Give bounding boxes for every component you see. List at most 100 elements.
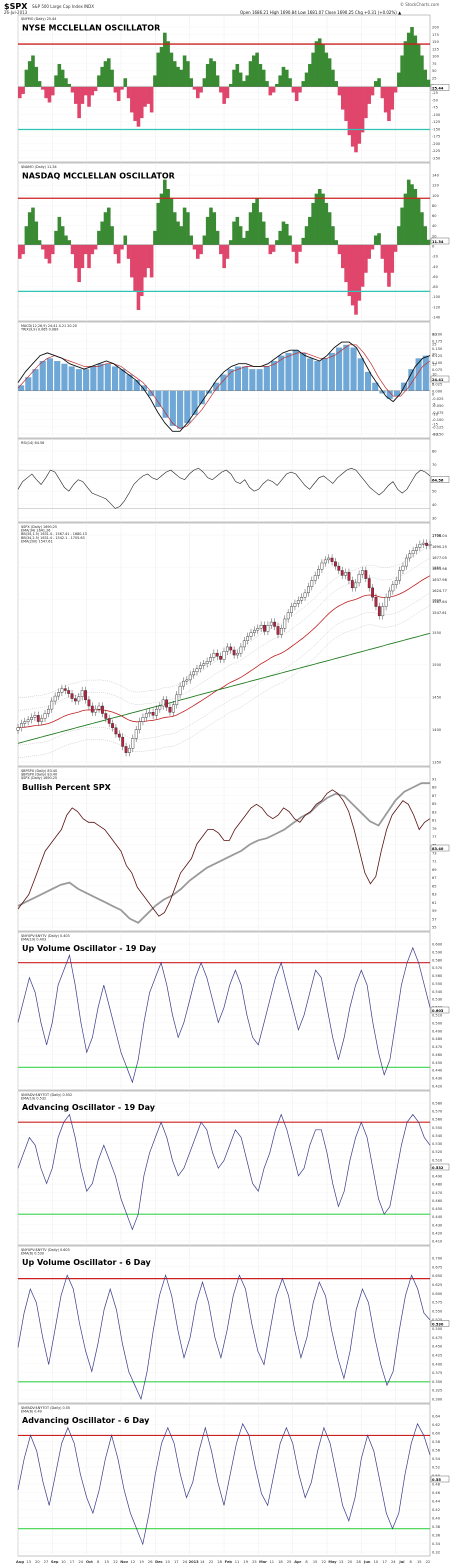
x-tick-label: 11	[269, 1560, 274, 1564]
y-tick-label: -150	[432, 127, 441, 131]
y-tick-label: 83	[432, 810, 437, 814]
area-bar	[31, 55, 35, 87]
macd-histogram-bar	[393, 390, 401, 397]
area-bar	[228, 240, 233, 245]
area-bar	[103, 212, 108, 245]
candle-body	[94, 708, 98, 713]
exchange: INDX	[84, 4, 94, 9]
y-tick-label: 0.540	[432, 1134, 443, 1138]
y-tick-label: 0.420	[432, 1085, 443, 1089]
macd-histogram-bar	[39, 361, 46, 391]
area-bar	[176, 66, 180, 87]
area-bar	[225, 86, 230, 99]
area-bar	[420, 212, 424, 245]
macd-histogram-bar	[184, 390, 191, 424]
y-tick-label: 57	[432, 917, 437, 921]
x-tick-label: 12	[131, 1560, 136, 1564]
area-bar	[265, 81, 269, 87]
y-tick-label: 0.38	[432, 1525, 441, 1529]
macd-histogram-bar	[119, 369, 126, 391]
panel-title: Up Volume Oscillator - 6 Day	[22, 1258, 151, 1267]
price-label: 1677.05	[432, 556, 447, 560]
area-bar	[321, 44, 325, 87]
area-bar	[245, 75, 250, 87]
candle-body	[283, 618, 287, 629]
area-bar	[403, 193, 408, 245]
area-bar	[324, 52, 329, 87]
y-tick-label: 0.430	[432, 1077, 443, 1081]
area-bar	[74, 244, 78, 269]
area-bar	[393, 86, 398, 93]
area-bar	[252, 202, 256, 245]
y-tick-label: 1600	[432, 598, 442, 602]
area-bar	[281, 66, 286, 87]
legend-label: $BPSPX (Daily) 83.40	[21, 773, 57, 777]
y-tick-label: 91	[432, 778, 437, 782]
area-bar	[410, 27, 414, 87]
legend-label: BB(34,1.5) 1631.4 - 1567.41 - 1680.13	[21, 532, 87, 536]
area-bar	[186, 212, 190, 245]
area-bar	[410, 184, 414, 245]
area-bar	[304, 226, 309, 245]
y-tick-label: 85	[432, 802, 437, 806]
y-tick-label: 0.580	[432, 958, 443, 962]
macd-histogram-bar	[227, 369, 234, 391]
candle-body	[33, 715, 37, 718]
area-bar	[403, 41, 408, 87]
area-bar	[163, 179, 167, 245]
candle-body	[401, 565, 405, 571]
y-tick-label: 0.590	[432, 950, 443, 954]
y-tick-label: -175	[432, 135, 440, 139]
candle-body	[337, 565, 341, 571]
candle-body	[222, 651, 226, 660]
candle-body	[425, 542, 429, 546]
candle-body	[374, 596, 378, 607]
x-tick-label: 17	[70, 1560, 75, 1564]
area-bar	[159, 46, 164, 87]
macd-histogram-bar	[314, 361, 321, 391]
y-tick-label: 40	[432, 224, 437, 228]
candle-body	[273, 621, 277, 627]
area-bar	[284, 69, 289, 87]
y-tick-label: -50	[432, 98, 439, 102]
x-tick-label: Jun	[363, 1560, 371, 1564]
macd-histogram-bar	[140, 385, 148, 391]
candle-body	[290, 606, 293, 613]
area-bar	[209, 58, 213, 87]
candle-body	[252, 629, 256, 633]
area-bar	[383, 86, 388, 113]
legend-label: TRIX(9,9) 0.065 0.089	[20, 328, 58, 332]
area-bar	[232, 221, 236, 245]
bullish-percent-line	[17, 789, 431, 917]
area-bar	[179, 69, 184, 87]
candle-body	[384, 596, 388, 607]
y-tick-label: 75	[432, 62, 437, 66]
macd-histogram-bar	[126, 374, 133, 391]
legend-label: EMA(19) 0.532	[21, 1097, 46, 1101]
area-bar	[314, 193, 319, 245]
last-value-label: 64.56	[432, 478, 444, 482]
y-tick-label: -125	[432, 120, 440, 124]
macd-histogram-bar	[133, 379, 140, 391]
area-bar	[90, 86, 95, 96]
last-value-label: 0.532	[432, 1166, 444, 1170]
y-tick-label: 0.410	[432, 1240, 443, 1244]
macd-histogram-bar	[249, 369, 256, 391]
legend-label: $NYADV:$NYTOT (Daily) 0.55	[21, 1406, 70, 1410]
spx-overlay-line	[17, 782, 430, 924]
y-tick-label: 0.570	[432, 1110, 443, 1114]
area-bar	[364, 86, 368, 119]
y-tick-label: 0.46	[432, 1491, 441, 1495]
candle-body	[219, 656, 223, 660]
last-value-tag	[430, 237, 450, 245]
y-tick-label: 0.400	[432, 1362, 443, 1366]
y-tick-label: 0.44	[432, 1500, 441, 1504]
area-bar	[212, 61, 217, 87]
x-tick-label: 18	[278, 1560, 283, 1564]
macd-histogram-bar	[234, 366, 241, 391]
candle-body	[63, 688, 67, 691]
area-bar	[390, 244, 395, 273]
y-tick-label: 0.62	[432, 1423, 440, 1427]
y-tick-label: 50	[432, 69, 437, 73]
y-tick-label: 0.52	[432, 1466, 440, 1470]
